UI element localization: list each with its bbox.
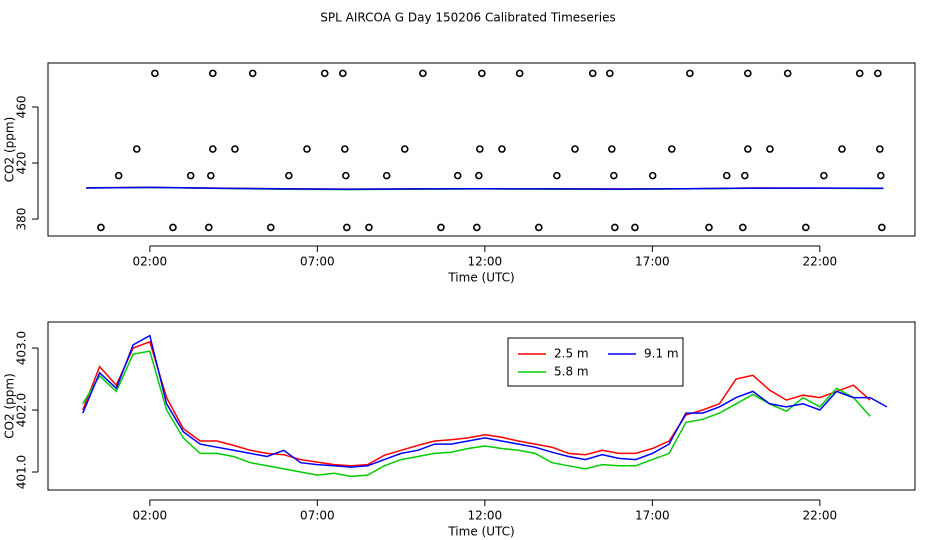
- calibration-point: [475, 171, 483, 180]
- calibration-point: [571, 145, 579, 153]
- calibration-point: [553, 171, 561, 180]
- calibration-point: [303, 145, 311, 153]
- y-tick-label: 420: [15, 152, 29, 175]
- y-axis-label: CO2 (ppm): [3, 117, 17, 183]
- legend-label: 2.5 m: [554, 347, 589, 361]
- calibration-point: [473, 223, 481, 232]
- calibration-point: [648, 171, 657, 180]
- calibration-point: [169, 223, 177, 232]
- x-tick-label: 07:00: [300, 255, 335, 269]
- calibration-point: [876, 145, 884, 153]
- y-tick-label: 460: [15, 96, 29, 119]
- calibration-point: [476, 145, 484, 153]
- calibration-point: [382, 171, 391, 180]
- series-line: [82, 350, 871, 478]
- calibration-point: [186, 171, 195, 180]
- series-line: [86, 186, 884, 190]
- y-tick-label: 402.0: [15, 393, 29, 427]
- calibration-point: [205, 223, 213, 232]
- plot-frame: [47, 62, 916, 237]
- calibration-point: [266, 223, 275, 232]
- calibration-point: [783, 69, 792, 78]
- x-tick-label: 07:00: [300, 509, 335, 523]
- x-tick-label: 17:00: [635, 255, 670, 269]
- calibration-point: [766, 145, 774, 153]
- calibration-point: [419, 69, 427, 78]
- calibration-point: [534, 223, 543, 232]
- x-tick-label: 22:00: [803, 255, 838, 269]
- calibration-point: [877, 171, 885, 180]
- calibration-point: [209, 145, 217, 153]
- calibration-point: [498, 145, 506, 153]
- calibration-point: [132, 145, 141, 153]
- calibration-point: [342, 171, 350, 180]
- y-axis-label: CO2 (ppm): [3, 373, 17, 439]
- calibration-point: [365, 223, 373, 232]
- calibration-point: [744, 69, 752, 78]
- x-tick-label: 02:00: [133, 255, 168, 269]
- x-axis-label: Time (UTC): [447, 271, 514, 285]
- y-tick-label: 401.0: [15, 455, 29, 489]
- calibration-point: [608, 145, 616, 153]
- calibration-point: [437, 223, 445, 232]
- calibration-point: [855, 69, 864, 78]
- calibration-point: [207, 171, 215, 180]
- x-tick-label: 22:00: [803, 509, 838, 523]
- calibration-point: [606, 69, 614, 78]
- x-tick-label: 17:00: [635, 509, 670, 523]
- calibration-point: [400, 145, 409, 153]
- calibration-point: [231, 145, 239, 153]
- series-line: [82, 334, 888, 468]
- calibration-point: [248, 69, 257, 78]
- x-tick-label: 02:00: [133, 509, 168, 523]
- calibration-point: [339, 69, 347, 78]
- plot-frame: [47, 321, 916, 491]
- x-axis-label: Time (UTC): [447, 525, 514, 539]
- calibration-point: [114, 171, 123, 180]
- calibration-point: [722, 171, 731, 180]
- calibration-point: [878, 223, 886, 232]
- calibration-point: [667, 145, 676, 153]
- y-tick-label: 380: [15, 208, 29, 231]
- calibration-point: [151, 69, 159, 78]
- calibration-point: [744, 145, 752, 153]
- legend-box: [507, 337, 684, 387]
- calibration-point: [320, 69, 329, 78]
- calibration-point: [209, 69, 217, 78]
- calibration-point: [820, 171, 828, 180]
- calibration-point: [801, 223, 810, 232]
- calibration-point: [515, 69, 524, 78]
- calibration-point: [588, 69, 597, 78]
- calibration-point: [285, 171, 293, 180]
- calibration-point: [453, 171, 462, 180]
- calibration-point: [631, 223, 639, 232]
- chart-title: SPL AIRCOA G Day 150206 Calibrated Times…: [320, 11, 615, 25]
- calibration-point: [341, 145, 349, 153]
- calibration-point: [739, 223, 747, 232]
- calibration-point: [343, 223, 351, 232]
- calibration-point: [874, 69, 882, 78]
- calibration-point: [741, 171, 749, 180]
- calibration-point: [686, 69, 694, 78]
- calibration-point: [705, 223, 713, 232]
- calibration-point: [611, 223, 619, 232]
- calibration-point: [478, 69, 486, 78]
- calibration-point: [838, 145, 846, 153]
- legend-label: 9.1 m: [644, 347, 679, 361]
- legend-label: 5.8 m: [554, 365, 589, 379]
- calibration-point: [610, 171, 618, 180]
- calibration-point: [97, 223, 105, 232]
- x-tick-label: 12:00: [468, 509, 503, 523]
- series-line: [82, 340, 871, 467]
- y-tick-label: 403.0: [15, 331, 29, 365]
- x-tick-label: 12:00: [468, 255, 503, 269]
